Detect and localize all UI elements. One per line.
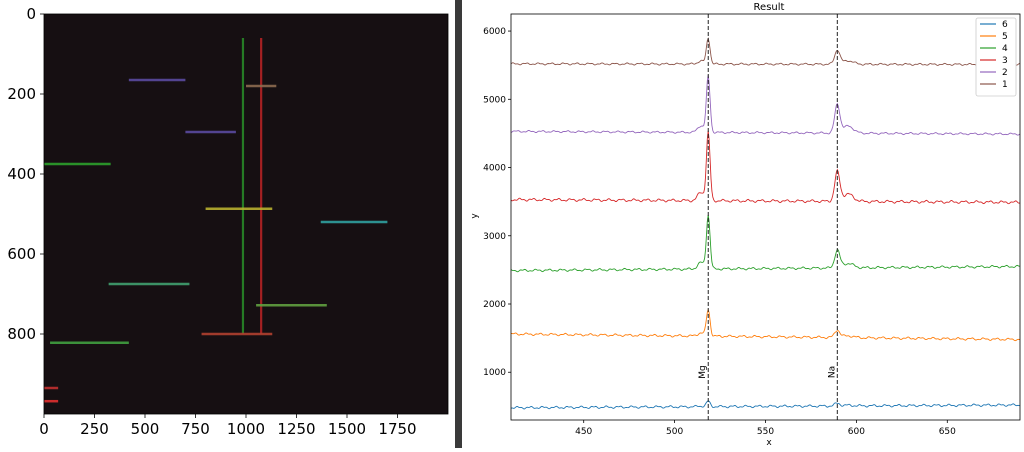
- y-tick-label: 800: [7, 325, 36, 343]
- chart-title: Result: [754, 2, 785, 13]
- x-tick-label: 250: [80, 420, 109, 438]
- panel-divider: [455, 0, 462, 448]
- legend: 6 5 4 3 2 1: [975, 17, 1017, 97]
- x-tick-label: 1000: [227, 420, 265, 438]
- plot-frame: [510, 13, 1021, 421]
- x-axis-label: x: [766, 438, 772, 448]
- x-tick-label: 500: [131, 420, 160, 438]
- spectrogram-lines: [44, 38, 388, 403]
- spectrogram-axes: 0 250 500 750 1000 1250 1500 1750 0 200 400 600 800: [7, 5, 449, 438]
- y-tick-label: 0: [26, 5, 36, 23]
- spectrogram-chart: 0 250 500 750 1000 1250 1500 1750 0 200 400 600 800: [7, 5, 449, 438]
- legend-label-1: 1: [1002, 80, 1008, 90]
- x-tick-label: 650: [939, 427, 956, 437]
- x-tick-label: 1750: [378, 420, 416, 438]
- y-tick-label: 4000: [483, 164, 506, 174]
- x-tick-label: 1500: [328, 420, 366, 438]
- result-panel: Result x y Mg Na 450 500 550 600 650 1000 2000 3…: [462, 0, 1024, 448]
- x-tick-label: 450: [575, 427, 592, 437]
- x-tick-label: 750: [181, 420, 210, 438]
- y-tick-label: 6000: [483, 27, 506, 37]
- series-lines: [510, 37, 1021, 410]
- series-line-3: [510, 130, 1021, 205]
- series-line-2: [510, 75, 1021, 136]
- series-line-1: [510, 37, 1021, 67]
- result-axes: 450 500 550 600 650 1000 2000 3000 4000 5000 6000: [483, 13, 1021, 437]
- spectrogram-panel: 0 250 500 750 1000 1250 1500 1750 0 200 400 600 800: [0, 0, 455, 448]
- legend-label-6: 6: [1002, 20, 1008, 30]
- legend-label-4: 4: [1002, 44, 1008, 54]
- x-tick-label: 1250: [277, 420, 315, 438]
- legend-label-3: 3: [1002, 56, 1008, 66]
- x-tick-label: 600: [848, 427, 865, 437]
- result-chart: Result x y Mg Na 450 500 550 600 650 1000 2000 3…: [470, 2, 1021, 448]
- y-tick-label: 200: [7, 85, 36, 103]
- y-tick-label: 5000: [483, 95, 506, 105]
- y-tick-label: 2000: [483, 300, 506, 310]
- series-line-5: [511, 308, 1020, 342]
- legend-label-2: 2: [1002, 68, 1008, 78]
- legend-label-5: 5: [1002, 32, 1008, 42]
- y-tick-label: 600: [7, 245, 36, 263]
- y-axis-label: y: [470, 213, 480, 219]
- y-tick-label: 1000: [483, 368, 506, 378]
- y-tick-label: 3000: [483, 232, 506, 242]
- x-tick-label: 0: [39, 420, 49, 438]
- y-tick-label: 400: [7, 165, 36, 183]
- vline-label-mg: Mg: [698, 365, 708, 378]
- spectrogram-image: [44, 14, 448, 414]
- x-tick-label: 500: [666, 427, 683, 437]
- vline-label-na: Na: [827, 366, 837, 378]
- series-line-6: [510, 400, 1021, 410]
- legend-box: [975, 17, 1017, 97]
- x-tick-label: 550: [757, 427, 774, 437]
- series-line-4: [510, 214, 1020, 273]
- reference-lines: Mg Na: [698, 14, 838, 420]
